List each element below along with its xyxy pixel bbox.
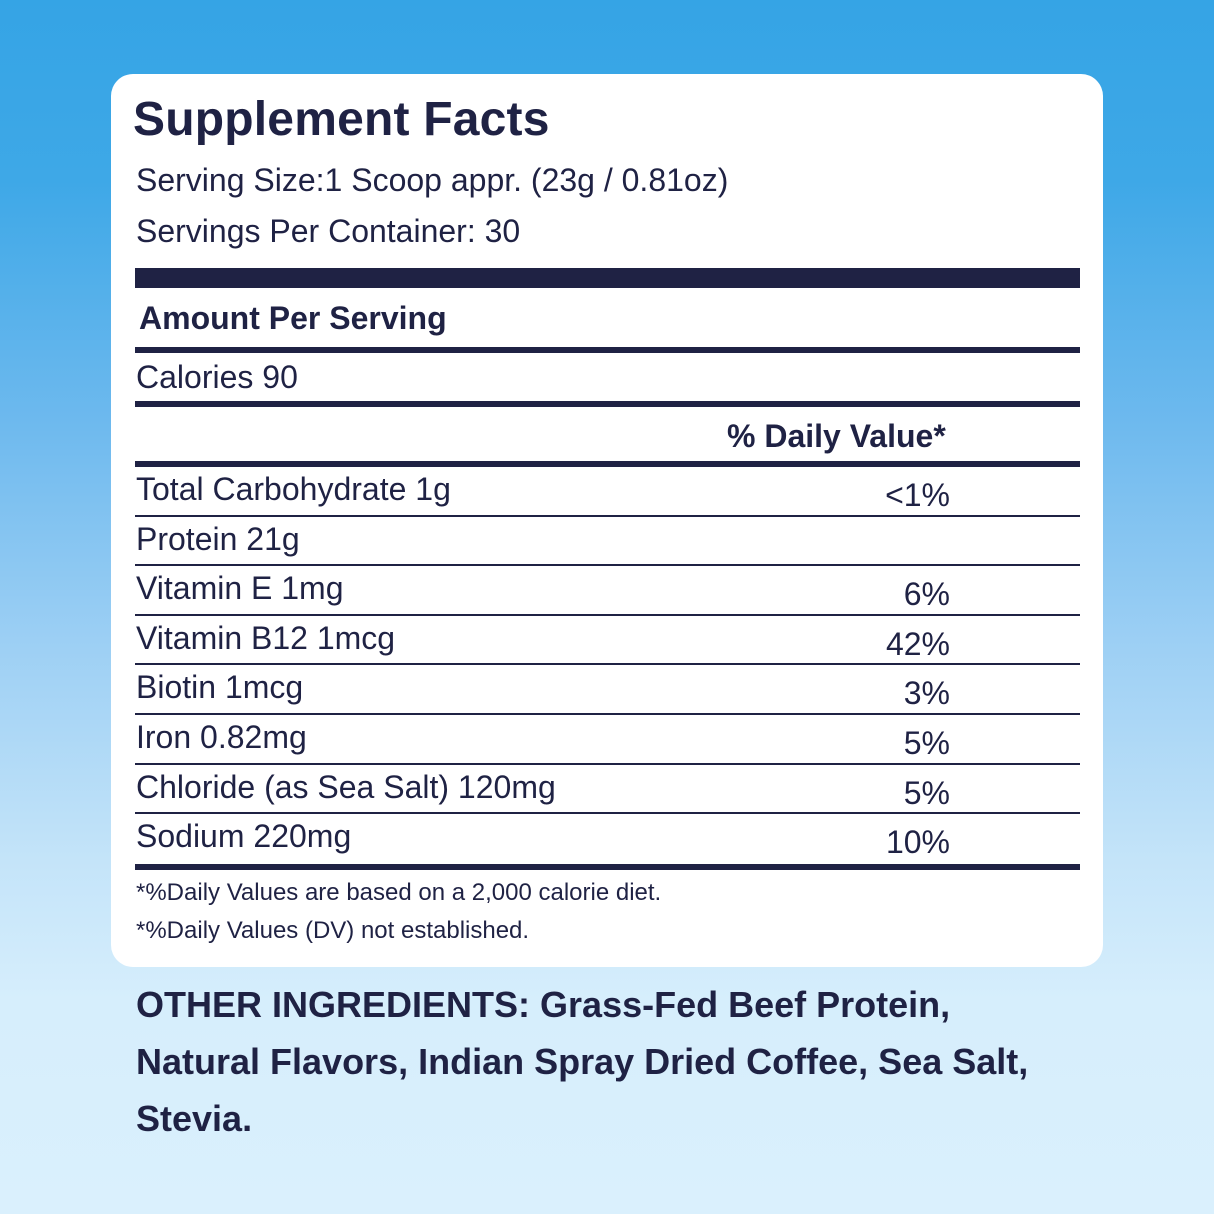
nutrient-name: Vitamin E 1mg <box>136 570 344 607</box>
thick-divider-bottom <box>135 864 1080 870</box>
nutrient-row: Chloride (as Sea Salt) 120mg 5% <box>135 765 1080 815</box>
nutrient-row: Biotin 1mcg 3% <box>135 665 1080 715</box>
divider <box>135 461 1080 467</box>
nutrient-name: Protein 21g <box>136 520 300 557</box>
nutrient-name: Vitamin B12 1mcg <box>136 619 396 656</box>
nutrient-row: Vitamin E 1mg 6% <box>135 566 1080 616</box>
nutrient-name: Iron 0.82mg <box>136 718 307 755</box>
thick-divider <box>135 268 1080 288</box>
nutrient-daily-value: 6% <box>903 576 950 613</box>
nutrient-row: Iron 0.82mg 5% <box>135 715 1080 765</box>
nutrient-name: Biotin 1mcg <box>136 669 304 706</box>
panel-title: Supplement Facts <box>133 93 550 146</box>
nutrient-daily-value: 5% <box>903 774 950 811</box>
other-ingredients-text: Grass-Fed Beef Protein, Natural Flavors,… <box>136 984 1029 1139</box>
nutrient-table: Total Carbohydrate 1g <1% Protein 21g Vi… <box>135 467 1080 862</box>
divider <box>135 347 1080 353</box>
other-ingredients: OTHER INGREDIENTS: Grass-Fed Beef Protei… <box>136 976 1036 1147</box>
other-ingredients-label: OTHER INGREDIENTS: <box>136 984 531 1025</box>
nutrient-row: Total Carbohydrate 1g <1% <box>135 467 1080 517</box>
amount-per-serving-heading: Amount Per Serving <box>139 300 447 336</box>
footnote-daily-values: *%Daily Values are based on a 2,000 calo… <box>136 879 662 906</box>
nutrient-daily-value: 42% <box>885 625 950 662</box>
nutrient-row: Sodium 220mg 10% <box>135 814 1080 862</box>
nutrient-name: Chloride (as Sea Salt) 120mg <box>136 768 556 805</box>
serving-size: Serving Size:1 Scoop appr. (23g / 0.81oz… <box>136 162 729 198</box>
nutrient-name: Total Carbohydrate 1g <box>136 471 451 507</box>
nutrient-row: Vitamin B12 1mcg 42% <box>135 616 1080 666</box>
footnote-dv-not-established: *%Daily Values (DV) not established. <box>136 917 530 944</box>
nutrient-daily-value: 3% <box>903 675 950 712</box>
supplement-facts-panel: Supplement Facts Serving Size:1 Scoop ap… <box>111 74 1103 967</box>
daily-value-header: % Daily Value* <box>727 418 946 454</box>
nutrient-daily-value: 5% <box>903 724 950 761</box>
calories: Calories 90 <box>136 359 298 395</box>
nutrient-daily-value: 10% <box>885 824 950 861</box>
divider <box>135 401 1080 407</box>
nutrient-row: Protein 21g <box>135 517 1080 567</box>
nutrient-name: Sodium 220mg <box>136 818 352 855</box>
servings-per-container: Servings Per Container: 30 <box>136 213 521 249</box>
nutrient-daily-value: <1% <box>885 477 950 513</box>
